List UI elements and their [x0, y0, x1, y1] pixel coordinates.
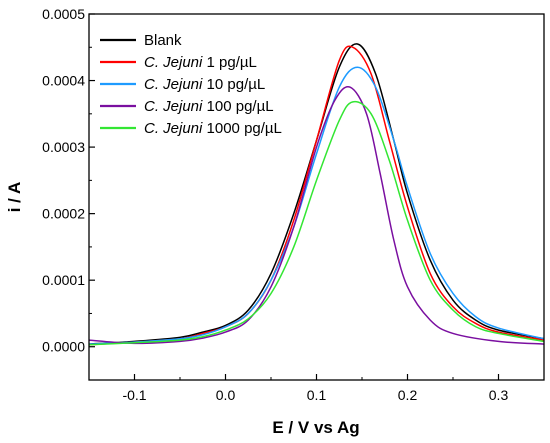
legend-label-part: 1 pg/µL: [202, 54, 257, 71]
legend-label: C. Jejuni 10 pg/µL: [144, 76, 265, 93]
x-tick-label: 0.1: [307, 387, 327, 403]
x-tick-label: 0.0: [216, 387, 236, 403]
legend-label: C. Jejuni 1 pg/µL: [144, 54, 257, 71]
y-tick-label: 0.0003: [42, 139, 85, 155]
legend-label: C. Jejuni 100 pg/µL: [144, 98, 274, 115]
legend-item-5: C. Jejuni 1000 pg/µL: [100, 120, 282, 137]
y-tick-label: 0.0004: [42, 73, 85, 89]
legend-label-part: C. Jejuni: [144, 98, 203, 115]
series-line-3: [88, 66, 545, 345]
legend-label-part: 100 pg/µL: [202, 98, 273, 115]
y-axis-title: i / A: [5, 182, 24, 213]
legend-label-part: C. Jejuni: [144, 76, 203, 93]
legend-label-part: C. Jejuni: [144, 54, 203, 71]
x-tick-label: 0.3: [489, 387, 509, 403]
legend-label-part: Blank: [144, 32, 182, 49]
y-tick-label: 0.0001: [42, 272, 85, 288]
series-layer: [88, 43, 545, 346]
legend-label: C. Jejuni 1000 pg/µL: [144, 120, 282, 137]
legend-item-3: C. Jejuni 10 pg/µL: [100, 76, 265, 93]
legend-item-4: C. Jejuni 100 pg/µL: [100, 98, 274, 115]
legend-item-1: Blank: [100, 32, 182, 49]
legend-label-part: 10 pg/µL: [202, 76, 265, 93]
legend-label-part: 1000 pg/µL: [202, 120, 282, 137]
legend-label: Blank: [144, 32, 182, 49]
y-axis: 0.0000 0.0001 0.0002 0.0003 0.0004 0.0005: [42, 6, 95, 355]
x-axis: -0.1 0.0 0.1 0.2 0.3: [122, 374, 508, 403]
x-axis-title: E / V vs Ag: [272, 418, 359, 437]
y-tick-label: 0.0005: [42, 6, 85, 22]
x-tick-label: 0.2: [398, 387, 418, 403]
legend-label-part: C. Jejuni: [144, 120, 203, 137]
x-tick-label: -0.1: [122, 387, 146, 403]
y-tick-label: 0.0000: [42, 339, 85, 355]
series-line-5: [88, 100, 545, 346]
series-line-1: [88, 43, 545, 345]
series-line-2: [88, 45, 545, 346]
series-line-4: [88, 85, 545, 345]
legend-item-2: C. Jejuni 1 pg/µL: [100, 54, 257, 71]
y-tick-label: 0.0002: [42, 206, 85, 222]
